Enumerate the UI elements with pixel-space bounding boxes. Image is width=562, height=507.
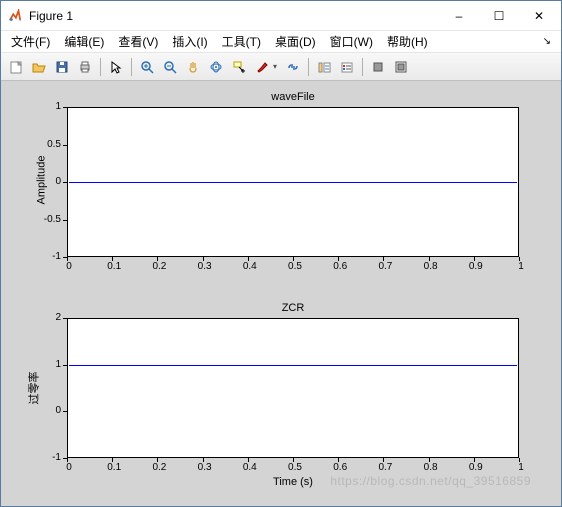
insert-legend-button[interactable]: [336, 56, 358, 78]
y-tick: [63, 411, 67, 412]
y-tick: [63, 220, 67, 221]
x-tick-label: 0.4: [240, 261, 260, 272]
matlab-icon: [7, 8, 23, 24]
zoom-in-button[interactable]: [136, 56, 158, 78]
x-tick-label: 0.3: [195, 462, 215, 473]
open-button[interactable]: [28, 56, 50, 78]
menu-window[interactable]: 窗口(W): [324, 31, 379, 52]
brush-button[interactable]: [251, 56, 273, 78]
data-cursor-button[interactable]: [228, 56, 250, 78]
close-button[interactable]: ✕: [519, 2, 559, 30]
chart2-axes: [67, 318, 519, 458]
toolbar-sep: [100, 58, 101, 76]
menu-tools[interactable]: 工具(T): [216, 31, 267, 52]
x-tick-label: 0.8: [421, 261, 441, 272]
y-tick-label: -1: [37, 452, 61, 463]
chart2-xlabel: Time (s): [263, 476, 323, 488]
y-tick-label: -1: [37, 251, 61, 262]
y-tick: [63, 318, 67, 319]
chart2-ylabel: 过零率: [26, 372, 42, 405]
y-tick-label: 1: [37, 359, 61, 370]
x-tick-label: 0.9: [466, 261, 486, 272]
menu-overflow-icon[interactable]: ↘: [537, 36, 557, 47]
y-tick: [63, 182, 67, 183]
menu-view[interactable]: 查看(V): [112, 31, 164, 52]
chart1-line: [69, 182, 517, 183]
y-tick: [63, 257, 67, 258]
x-tick-label: 0.8: [421, 462, 441, 473]
pointer-button[interactable]: [105, 56, 127, 78]
x-tick-label: 0.3: [195, 261, 215, 272]
y-tick: [63, 107, 67, 108]
x-tick-label: 0.2: [149, 462, 169, 473]
menu-file[interactable]: 文件(F): [5, 31, 56, 52]
brush-dropdown-icon[interactable]: ▾: [271, 62, 279, 71]
figure-window: Figure 1 – ☐ ✕ 文件(F) 编辑(E) 查看(V) 插入(I) 工…: [0, 0, 562, 507]
toolbar-sep: [308, 58, 309, 76]
x-tick-label: 0.5: [285, 261, 305, 272]
titlebar: Figure 1 – ☐ ✕: [1, 1, 561, 31]
x-tick-label: 0.7: [375, 261, 395, 272]
print-button[interactable]: [74, 56, 96, 78]
toolbar-sep: [131, 58, 132, 76]
link-button[interactable]: [282, 56, 304, 78]
chart2-title: ZCR: [263, 302, 323, 314]
new-figure-button[interactable]: [5, 56, 27, 78]
y-tick-label: -0.5: [37, 214, 61, 225]
y-tick-label: 0: [37, 176, 61, 187]
save-button[interactable]: [51, 56, 73, 78]
y-tick-label: 2: [37, 312, 61, 323]
x-tick-label: 0.1: [104, 462, 124, 473]
x-tick-label: 0.5: [285, 462, 305, 473]
x-tick-label: 0: [59, 462, 79, 473]
x-tick-label: 0.1: [104, 261, 124, 272]
menu-help[interactable]: 帮助(H): [381, 31, 434, 52]
menu-insert[interactable]: 插入(I): [166, 31, 213, 52]
y-tick-label: 1: [37, 101, 61, 112]
x-tick-label: 1: [511, 261, 531, 272]
rotate-button[interactable]: [205, 56, 227, 78]
menu-edit[interactable]: 编辑(E): [58, 31, 110, 52]
x-tick-label: 0.6: [330, 261, 350, 272]
chart2-line: [69, 365, 517, 366]
watermark-text: https://blog.csdn.net/qq_39516859: [330, 474, 531, 488]
menubar: 文件(F) 编辑(E) 查看(V) 插入(I) 工具(T) 桌面(D) 窗口(W…: [1, 31, 561, 53]
minimize-button[interactable]: –: [439, 2, 479, 30]
x-tick-label: 0: [59, 261, 79, 272]
menu-desktop[interactable]: 桌面(D): [269, 31, 322, 52]
pan-button[interactable]: [182, 56, 204, 78]
x-tick-label: 0.2: [149, 261, 169, 272]
toolbar-sep: [362, 58, 363, 76]
y-tick-label: 0: [37, 405, 61, 416]
zoom-out-button[interactable]: [159, 56, 181, 78]
x-tick-label: 0.7: [375, 462, 395, 473]
y-tick: [63, 365, 67, 366]
chart1-title: waveFile: [263, 91, 323, 103]
x-tick-label: 0.4: [240, 462, 260, 473]
x-tick-label: 1: [511, 462, 531, 473]
figure-canvas: https://blog.csdn.net/qq_39516859 waveFi…: [1, 81, 561, 506]
toolbar: ▾: [1, 53, 561, 81]
y-tick: [63, 458, 67, 459]
hide-plot-tools-button[interactable]: [367, 56, 389, 78]
window-title: Figure 1: [29, 9, 73, 23]
maximize-button[interactable]: ☐: [479, 2, 519, 30]
y-tick-label: 0.5: [37, 139, 61, 150]
show-plot-tools-button[interactable]: [390, 56, 412, 78]
x-tick-label: 0.6: [330, 462, 350, 473]
y-tick: [63, 145, 67, 146]
insert-colorbar-button[interactable]: [313, 56, 335, 78]
x-tick-label: 0.9: [466, 462, 486, 473]
